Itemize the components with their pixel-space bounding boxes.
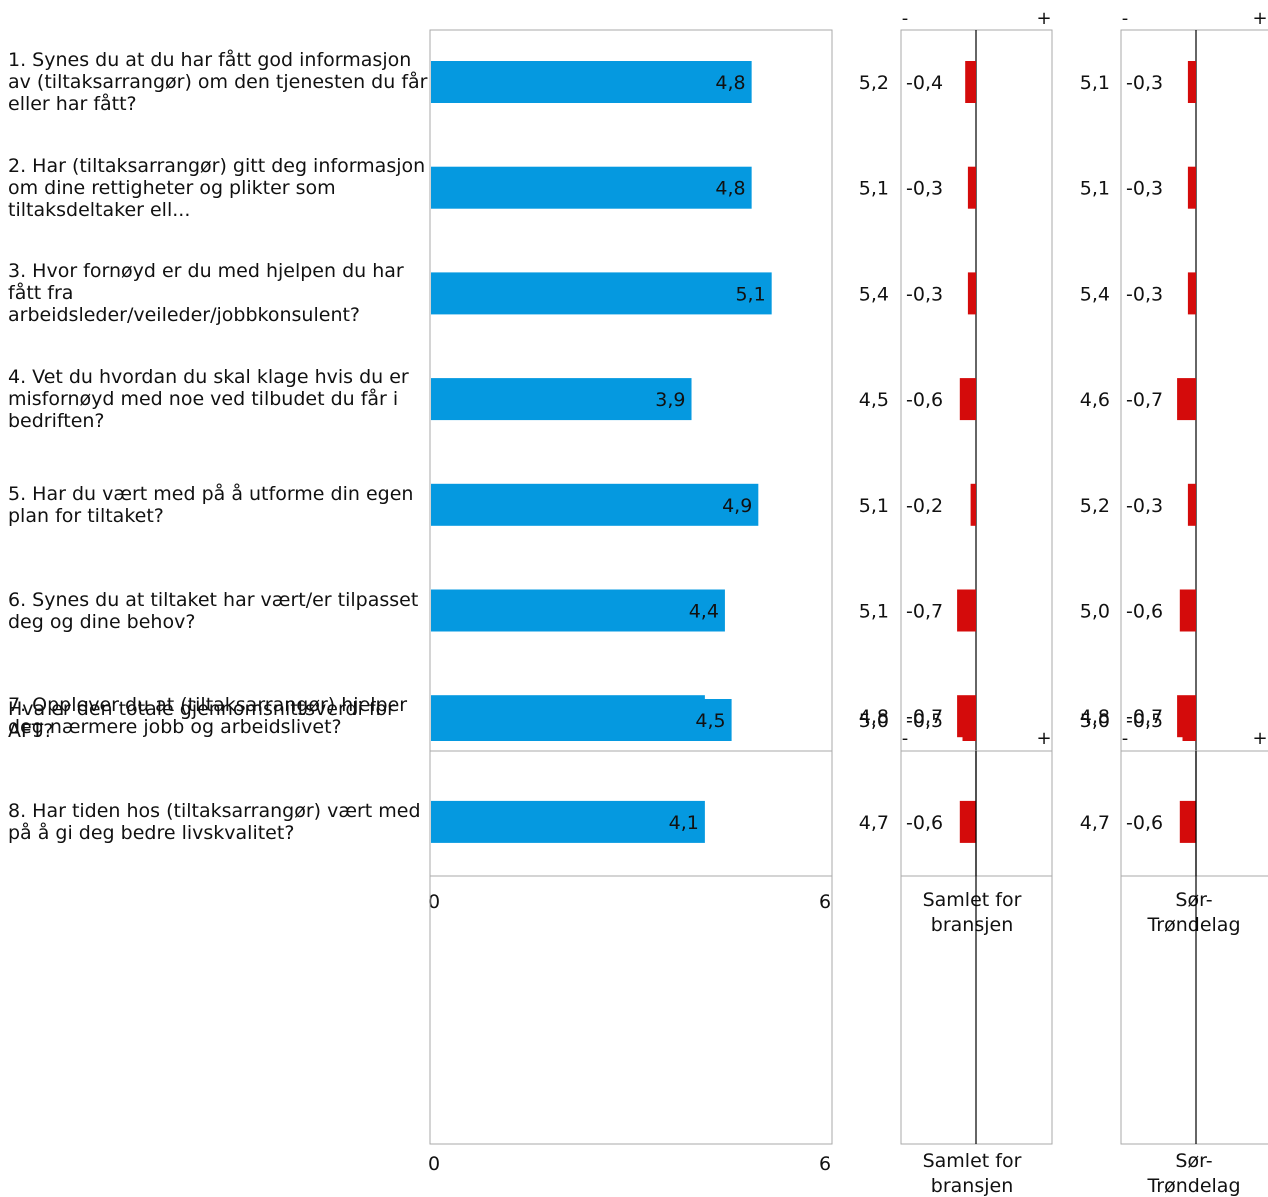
question-label: 4. Vet du hvordan du skal klage hvis du … xyxy=(8,366,409,433)
bransjen-diff-label: -0,5 xyxy=(906,710,943,732)
bransjen-value: 4,7 xyxy=(859,812,889,834)
value-bar xyxy=(431,61,752,103)
tick-label: 0 xyxy=(428,1153,440,1175)
region-diff-bar xyxy=(1179,800,1196,843)
bransjen-diff-label: -0,7 xyxy=(906,601,943,623)
region-diff-label: -0,6 xyxy=(1126,812,1163,834)
chart-frame xyxy=(429,29,833,877)
region-diff-label: -0,7 xyxy=(1126,389,1163,411)
value-bar xyxy=(431,166,752,209)
diff-plus-label-bransjen: + xyxy=(1036,8,1051,29)
value-label: 3,9 xyxy=(655,389,685,411)
bransjen-diff-bar xyxy=(970,483,976,526)
region-diff-bar xyxy=(1179,589,1196,632)
comparison-label-bransjen: Samlet for bransjen xyxy=(923,889,1022,936)
bransjen-value: 5,2 xyxy=(859,72,889,94)
tick-label: 6 xyxy=(819,891,831,913)
bransjen-diff-label: -0,6 xyxy=(906,389,943,411)
value-bar xyxy=(431,589,725,632)
question-label: 8. Har tiden hos (tiltaksarrangør) vært … xyxy=(8,799,421,844)
region-value: 5,0 xyxy=(1080,601,1110,623)
bransjen-diff-label: -0,6 xyxy=(906,812,943,834)
region-value: 4,8 xyxy=(1080,706,1110,728)
bransjen-diff-bar xyxy=(967,166,976,209)
bransjen-value: 5,1 xyxy=(859,495,889,517)
chart-frame xyxy=(429,750,833,1145)
value-label: 4,5 xyxy=(695,710,725,732)
question-label: 5. Har du vært med på å utforme din egen… xyxy=(8,482,414,527)
bransjen-diff-label: -0,4 xyxy=(906,72,943,94)
value-label: 4,4 xyxy=(689,601,719,623)
bransjen-diff-bar xyxy=(965,61,976,103)
region-value: 5,1 xyxy=(1080,72,1110,94)
question-label: 6. Synes du at tiltaket har vært/er tilp… xyxy=(8,588,419,633)
question-label: 1. Synes du at du har fått god informasj… xyxy=(8,49,428,115)
bransjen-value: 5,1 xyxy=(859,601,889,623)
bransjen-value: 5,4 xyxy=(859,283,889,305)
bransjen-diff-bar xyxy=(962,699,976,741)
region-diff-label: -0,5 xyxy=(1126,710,1163,732)
region-value: 5,2 xyxy=(1080,495,1110,517)
region-value: 4,6 xyxy=(1080,389,1110,411)
question-label: Hva er den totale gjennomsnittsverdi for… xyxy=(8,698,395,742)
region-diff-label: -0,3 xyxy=(1126,72,1163,94)
value-bar xyxy=(431,378,692,421)
diff-plus-label-bransjen: + xyxy=(1036,728,1051,749)
value-label: 5,1 xyxy=(735,283,765,305)
region-diff-bar xyxy=(1187,166,1196,209)
bransjen-diff-label: -0,7 xyxy=(906,706,943,728)
bransjen-value: 4,8 xyxy=(859,706,889,728)
value-bar xyxy=(431,483,759,526)
region-diff-bar xyxy=(1187,483,1196,526)
region-value: 5,4 xyxy=(1080,283,1110,305)
value-label: 4,8 xyxy=(715,178,745,200)
region-diff-label: -0,3 xyxy=(1126,178,1163,200)
diff-minus-label-region: - xyxy=(1122,8,1129,29)
bransjen-diff-bar xyxy=(959,800,976,843)
tick-label: 6 xyxy=(819,1153,831,1175)
region-diff-bar xyxy=(1187,61,1196,103)
diff-minus-label-region: - xyxy=(1122,728,1129,749)
comparison-label-region: Sør-Trøndelag xyxy=(1146,1150,1240,1197)
bransjen-diff-bar xyxy=(967,272,976,315)
value-bar xyxy=(431,699,732,741)
region-value: 5,1 xyxy=(1080,178,1110,200)
value-label: 4,1 xyxy=(669,812,699,834)
diff-minus-label-bransjen: - xyxy=(902,728,909,749)
region-value: 4,7 xyxy=(1080,812,1110,834)
bransjen-diff-bar xyxy=(957,589,976,632)
region-diff-label: -0,3 xyxy=(1126,283,1163,305)
value-bar xyxy=(431,800,705,843)
question-label: 3. Hvor fornøyd er du med hjelpen du har… xyxy=(8,260,404,327)
bransjen-diff-bar xyxy=(959,378,976,421)
comparison-label-bransjen: Samlet for bransjen xyxy=(923,1150,1022,1197)
question-label: 7. Opplever du at (tiltaksarrangør) hjel… xyxy=(8,694,408,739)
diff-minus-label-bransjen: - xyxy=(902,8,909,29)
bransjen-value: 5,1 xyxy=(859,178,889,200)
bransjen-value: 5,0 xyxy=(859,710,889,732)
bransjen-value: 4,5 xyxy=(859,389,889,411)
region-diff-bar xyxy=(1182,699,1196,741)
region-diff-label: -0,3 xyxy=(1126,495,1163,517)
region-value: 5,0 xyxy=(1080,710,1110,732)
diff-frame-region xyxy=(1120,29,1268,877)
diff-plus-label-region: + xyxy=(1252,728,1267,749)
value-label: 4,8 xyxy=(715,72,745,94)
comparison-label-region: Sør-Trøndelag xyxy=(1146,889,1240,936)
tick-label: 0 xyxy=(428,891,440,913)
value-label: 4,9 xyxy=(722,495,752,517)
region-diff-bar xyxy=(1187,272,1196,315)
value-bar xyxy=(431,272,772,315)
bransjen-diff-label: -0,2 xyxy=(906,495,943,517)
bransjen-diff-label: -0,3 xyxy=(906,283,943,305)
region-diff-bar xyxy=(1177,378,1196,421)
question-label: 2. Har (tiltaksarrangør) gitt deg inform… xyxy=(8,154,426,221)
region-diff-label: -0,6 xyxy=(1126,601,1163,623)
region-diff-label: -0,7 xyxy=(1126,706,1163,728)
bransjen-diff-label: -0,3 xyxy=(906,178,943,200)
diff-plus-label-region: + xyxy=(1252,8,1267,29)
